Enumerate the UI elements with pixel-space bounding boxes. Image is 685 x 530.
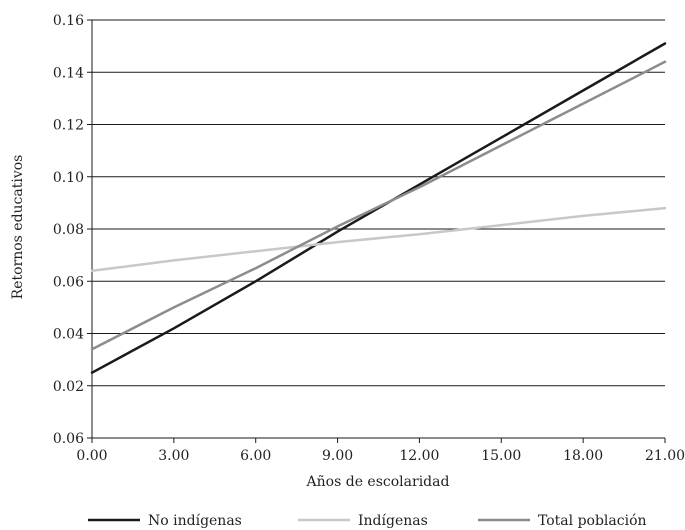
x-tick-label: 0.00 xyxy=(76,448,107,464)
x-tick-labels: 0.00 3.00 6.00 9.00 12.00 15.00 18.00 21.00 xyxy=(76,448,685,464)
y-tick-label: 0.06 xyxy=(53,274,84,290)
y-tick-label: 0.10 xyxy=(53,170,84,186)
legend-label: No indígenas xyxy=(148,513,242,529)
series-line-total-poblacion xyxy=(90,60,667,351)
x-axis-title: Años de escolaridad xyxy=(306,474,450,490)
x-tick-label: 15.00 xyxy=(481,448,521,464)
x-tick-label: 3.00 xyxy=(158,448,189,464)
x-tick-label: 9.00 xyxy=(322,448,353,464)
y-tick-label: 0.16 xyxy=(53,13,84,29)
grid-lines xyxy=(92,19,665,387)
axes xyxy=(87,19,666,443)
x-tick-label: 12.00 xyxy=(399,448,439,464)
legend-label: Total población xyxy=(538,513,647,529)
y-tick-label: 0.14 xyxy=(53,65,84,81)
y-tick-label: 0.12 xyxy=(53,118,84,134)
series-lines xyxy=(90,42,667,374)
y-tick-label: 0.08 xyxy=(53,222,84,238)
x-tick-label: 21.00 xyxy=(645,448,685,464)
y-tick-labels: 0.06 0.02 0.04 0.06 0.08 0.10 0.12 0.14 0.16 xyxy=(53,13,84,447)
y-tick-label: 0.06 xyxy=(53,431,84,447)
legend: No indígenas Indígenas Total población xyxy=(88,513,647,529)
y-axis-title: Retornos educativos xyxy=(10,155,26,300)
y-tick-label: 0.02 xyxy=(53,379,84,395)
series-line-indigenas xyxy=(90,206,667,273)
x-tick-label: 18.00 xyxy=(563,448,603,464)
legend-label: Indígenas xyxy=(358,513,428,529)
x-tick-label: 6.00 xyxy=(240,448,271,464)
y-tick-label: 0.04 xyxy=(53,327,84,343)
